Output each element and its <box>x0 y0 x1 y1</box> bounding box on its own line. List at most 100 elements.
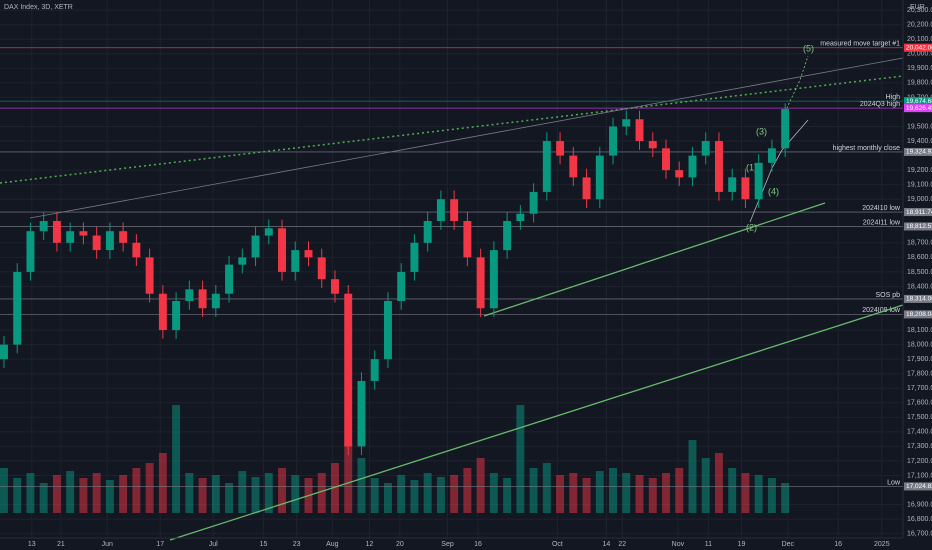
axis-labels: 20,300.00 20,200.00 20,100.00 20,000.00 19,9… <box>28 7 932 548</box>
level-box <box>904 43 932 52</box>
level-box <box>904 104 932 113</box>
volume-bar <box>463 468 472 513</box>
level-box <box>904 147 932 156</box>
volume-bar <box>317 473 326 513</box>
level-value: 18,208.04 <box>906 311 932 318</box>
volume-bar <box>0 468 8 513</box>
x-tick-label: Nov <box>672 541 685 548</box>
volume-bar <box>741 473 750 513</box>
candle-body <box>13 271 22 345</box>
volume-bar <box>39 483 48 513</box>
candle-body <box>304 250 313 258</box>
candle-body <box>662 148 670 171</box>
volume-bar <box>357 458 366 513</box>
y-tick-label: 16,700.00 <box>907 530 932 537</box>
y-tick-label: 17,800.00 <box>907 371 932 378</box>
level-name: High <box>886 94 901 101</box>
candle-body <box>238 257 247 265</box>
candle-body <box>344 293 353 447</box>
candle-body <box>767 148 776 163</box>
volume-bar <box>609 468 618 513</box>
volume-bar <box>516 405 525 513</box>
x-tick-label: 11 <box>705 541 712 548</box>
candle-body <box>119 231 128 243</box>
drawings: (1) (2) (3) (4) (5) <box>0 43 904 541</box>
x-tick-label: 21 <box>57 541 65 548</box>
candle-body <box>225 264 234 294</box>
candle-body <box>317 257 326 280</box>
volume-bar <box>132 468 141 513</box>
candle-body <box>105 231 114 251</box>
candle-body <box>542 141 551 192</box>
volume-bar <box>754 475 763 513</box>
volume-bar <box>701 458 710 513</box>
y-tick-label: 20,100.00 <box>907 36 932 43</box>
candle-body <box>132 242 141 258</box>
level-box <box>904 222 932 231</box>
candle-body <box>436 199 445 222</box>
candle-body <box>211 293 220 309</box>
volume-bar <box>714 453 723 513</box>
x-tick-label: Oct <box>552 541 563 548</box>
trendline <box>169 304 904 541</box>
wave-label: (2) <box>746 222 757 232</box>
volume-bar <box>542 463 551 513</box>
x-tick-label: 16 <box>474 541 482 548</box>
price-axis <box>903 0 932 550</box>
candle-body <box>39 221 48 232</box>
volume-bar <box>662 473 670 513</box>
volume-bar <box>595 471 604 513</box>
level-name: 2024I10 low <box>862 205 901 212</box>
y-tick-label: 19,500.00 <box>907 123 932 130</box>
volume-bar <box>781 483 790 513</box>
chart-title: DAX Index, 3D, XETR <box>4 4 73 11</box>
y-tick-label: 18,600.00 <box>907 254 932 261</box>
y-tick-label: 19,200.00 <box>907 167 932 174</box>
x-tick-label: 2025 <box>874 541 890 548</box>
y-tick-label: 20,300.00 <box>907 7 932 14</box>
level-name: 2024Q3 high <box>860 101 900 108</box>
candle-body <box>714 141 723 192</box>
volume-bar <box>291 475 300 513</box>
y-tick-label: 16,900.00 <box>907 501 932 508</box>
volume-bar <box>211 475 220 513</box>
y-tick-label: 17,700.00 <box>907 385 932 392</box>
x-tick-label: 17 <box>156 541 164 548</box>
volume-bar <box>52 475 61 513</box>
volume-bar <box>185 473 194 513</box>
volume-bar <box>92 473 101 513</box>
x-tick-label: 22 <box>618 541 626 548</box>
candle-body <box>595 155 604 200</box>
level-name: 2024I11 low <box>863 219 901 226</box>
volume-bar <box>172 405 181 513</box>
volume-bar <box>344 443 353 513</box>
candle-body <box>450 199 459 222</box>
candle-body <box>476 257 485 309</box>
candle-body <box>251 235 260 258</box>
candle-body <box>675 170 684 178</box>
volume-bar <box>119 475 128 513</box>
candle-body <box>556 141 565 156</box>
level-box <box>904 310 932 319</box>
x-tick-label: Jun <box>102 541 113 548</box>
volume-bar <box>556 475 565 513</box>
candle-body <box>291 250 300 272</box>
y-tick-label: 17,600.00 <box>907 400 932 407</box>
candle-body <box>383 300 392 360</box>
volume-bar <box>728 468 737 513</box>
level-name: 2024I09 low <box>862 307 901 314</box>
volume-bar <box>648 478 657 513</box>
x-tick-label: Sep <box>441 541 454 548</box>
volume-bar <box>476 458 485 513</box>
y-tick-label: 16,800.00 <box>907 516 932 523</box>
y-tick-label: 19,000.00 <box>907 196 932 203</box>
y-tick-label: 17,900.00 <box>907 356 932 363</box>
level-value: 18,911.74 <box>906 209 932 216</box>
volume-bar <box>635 475 644 513</box>
volume-bar <box>622 473 631 513</box>
volume-bar <box>331 463 339 513</box>
candle-body <box>410 242 419 272</box>
y-tick-label: 17,500.00 <box>907 414 932 421</box>
